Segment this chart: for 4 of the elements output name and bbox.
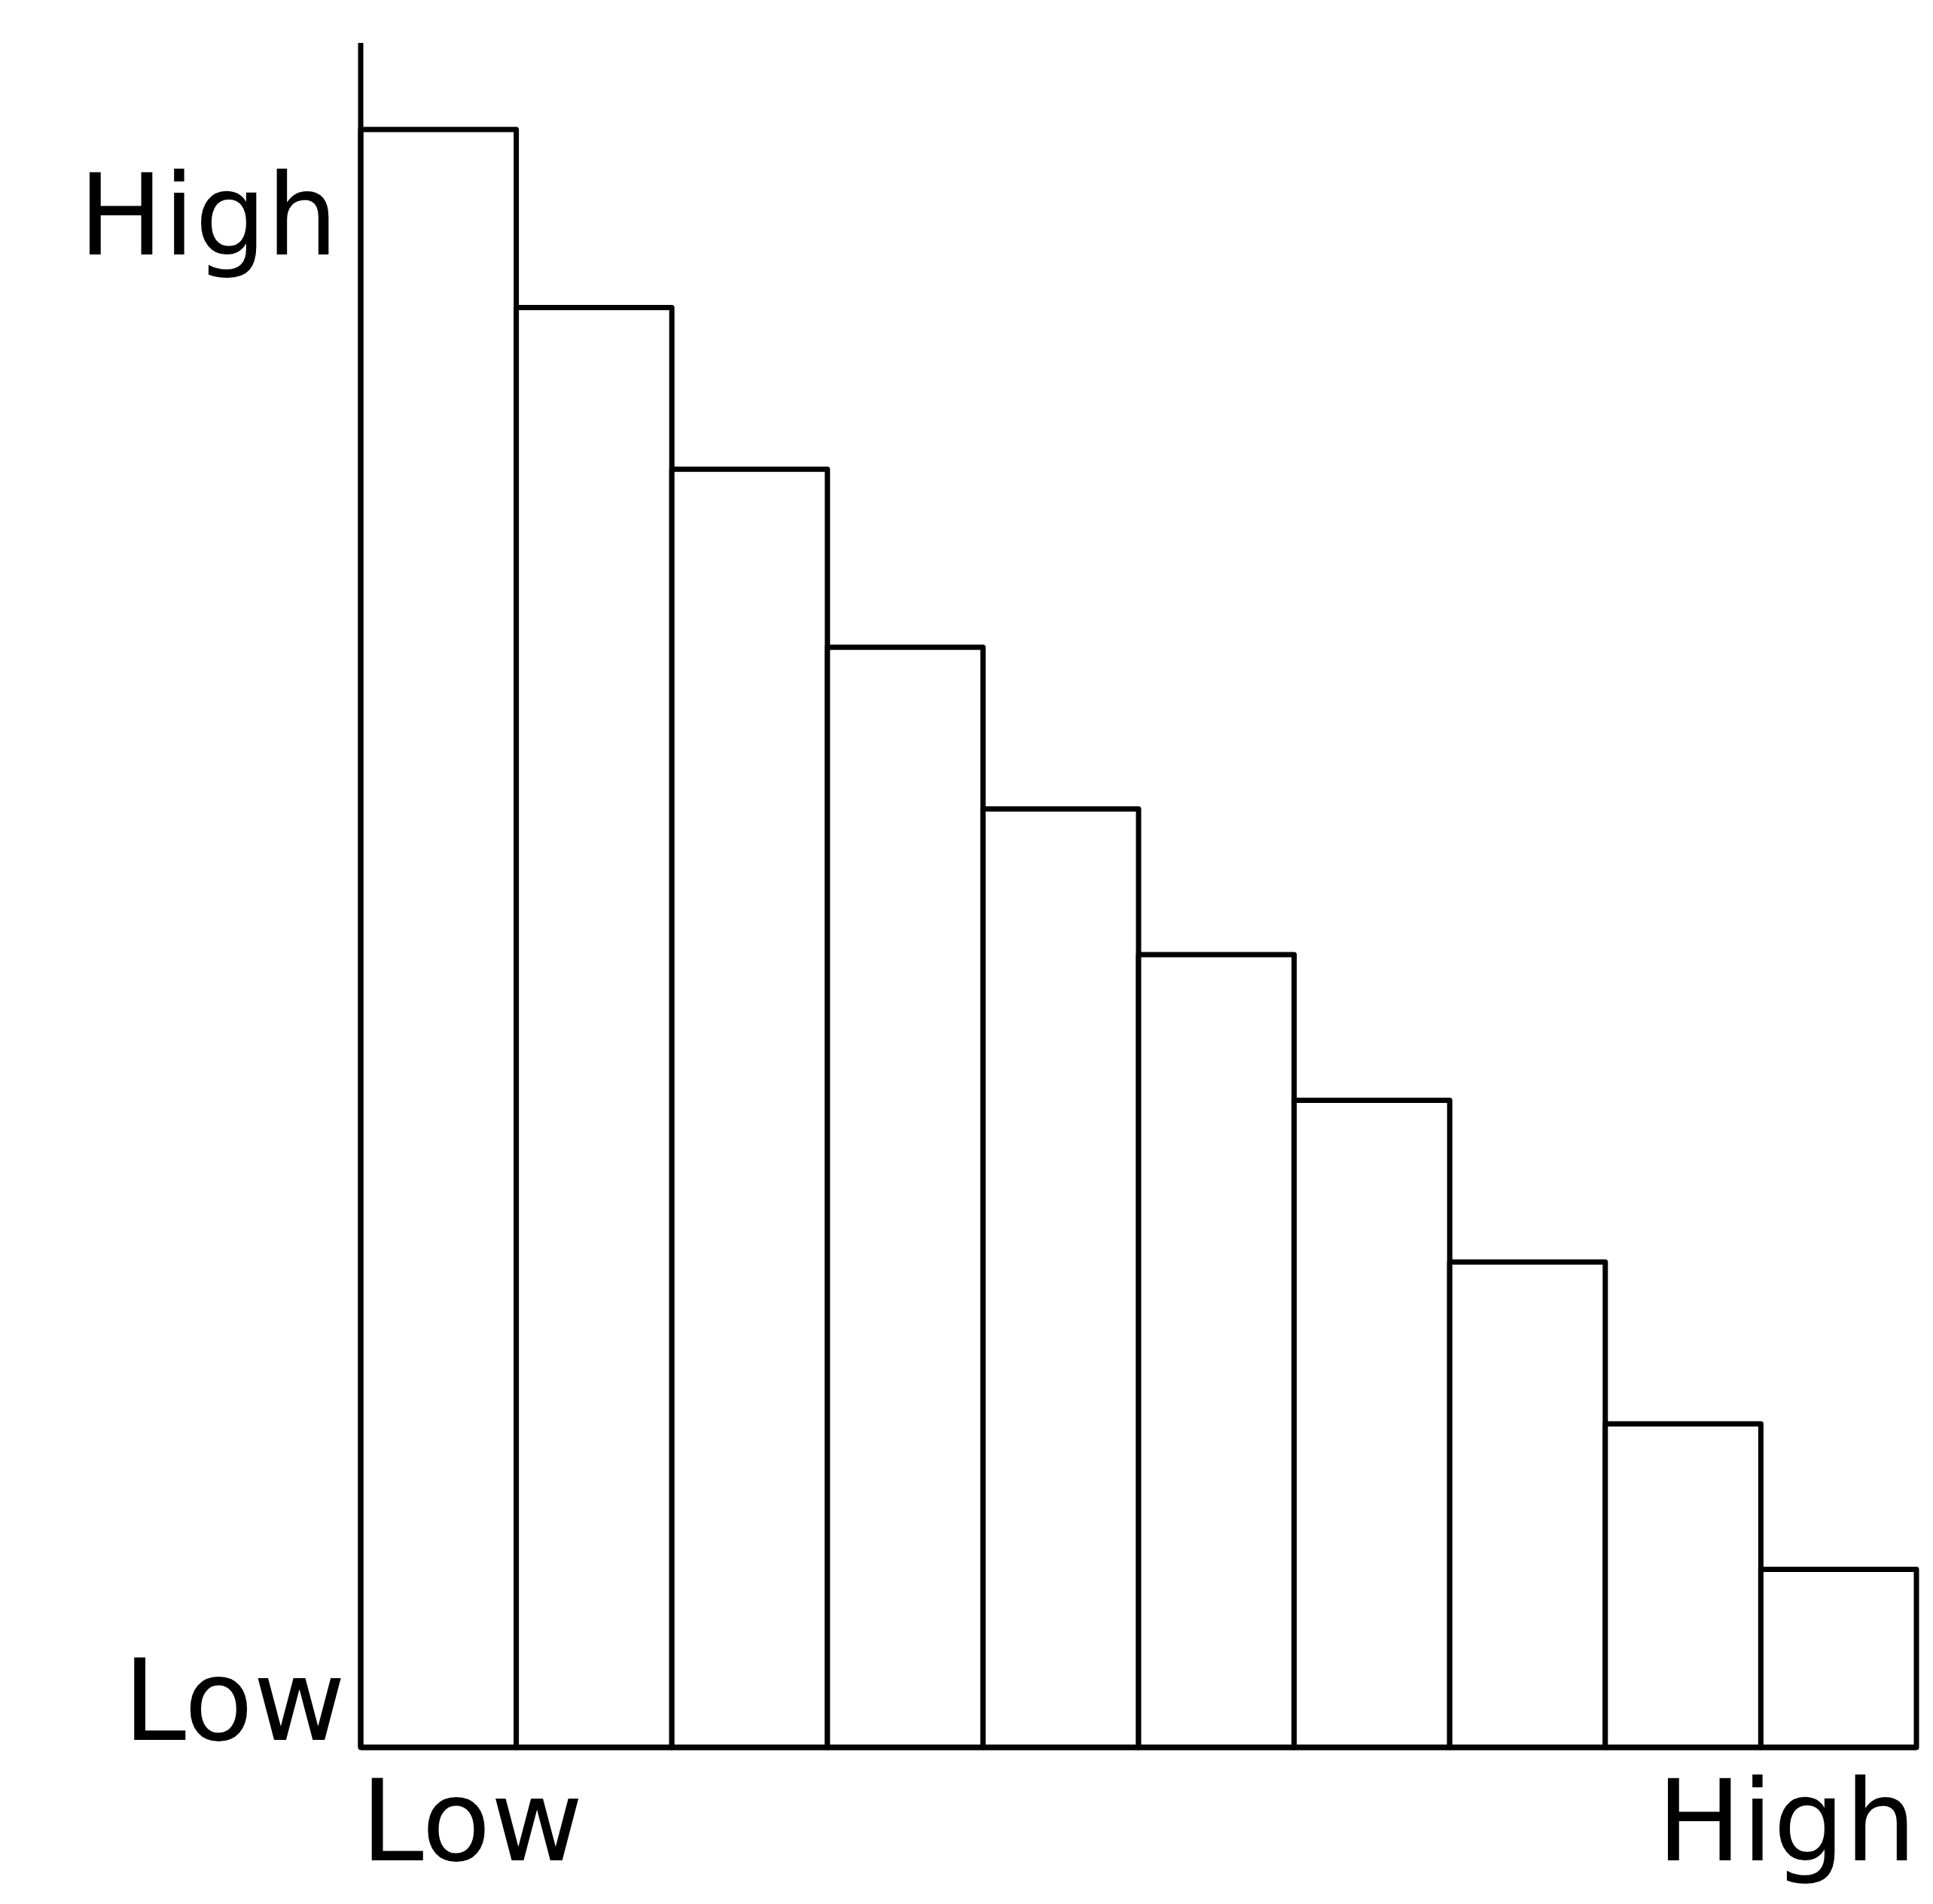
text: High: [1657, 1756, 1916, 1887]
text: Low: [123, 1635, 346, 1766]
text: Low: [361, 1756, 584, 1887]
text: High: [78, 150, 338, 281]
